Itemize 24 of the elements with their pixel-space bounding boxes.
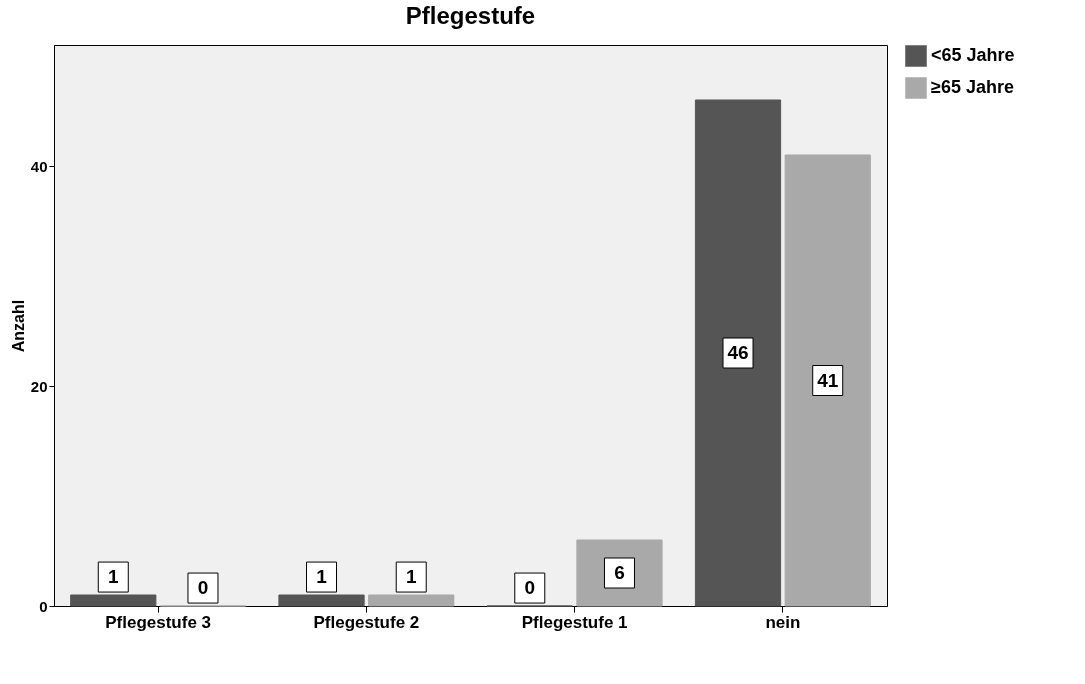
data-label: 1 [316,566,328,588]
y-axis-title: Anzahl [9,299,27,353]
y-tick-label: 20 [30,377,48,395]
x-tick-label: Pflegestufe 2 [313,612,420,632]
data-label: 0 [197,577,209,599]
bar [694,99,782,607]
x-tick-label: Pflegestufe 3 [105,612,212,632]
data-label: 1 [405,566,417,588]
bar [70,594,157,607]
legend-label: <65 Jahre [931,45,1015,65]
chart-title: Pflegestufe [405,2,536,29]
x-tick-label: Pflegestufe 1 [521,612,628,632]
y-tick-label: 0 [39,597,48,615]
data-label: 0 [524,577,536,599]
data-label: 46 [727,342,749,363]
x-tick-label: nein [765,612,801,632]
bar [278,594,365,607]
data-label: 1 [107,566,119,588]
y-tick-label: 40 [30,157,48,175]
bar [368,594,455,607]
data-label: 6 [614,562,625,583]
bar [784,154,871,607]
data-label: 41 [817,369,839,391]
legend-label: ≥65 Jahre [931,77,1014,97]
